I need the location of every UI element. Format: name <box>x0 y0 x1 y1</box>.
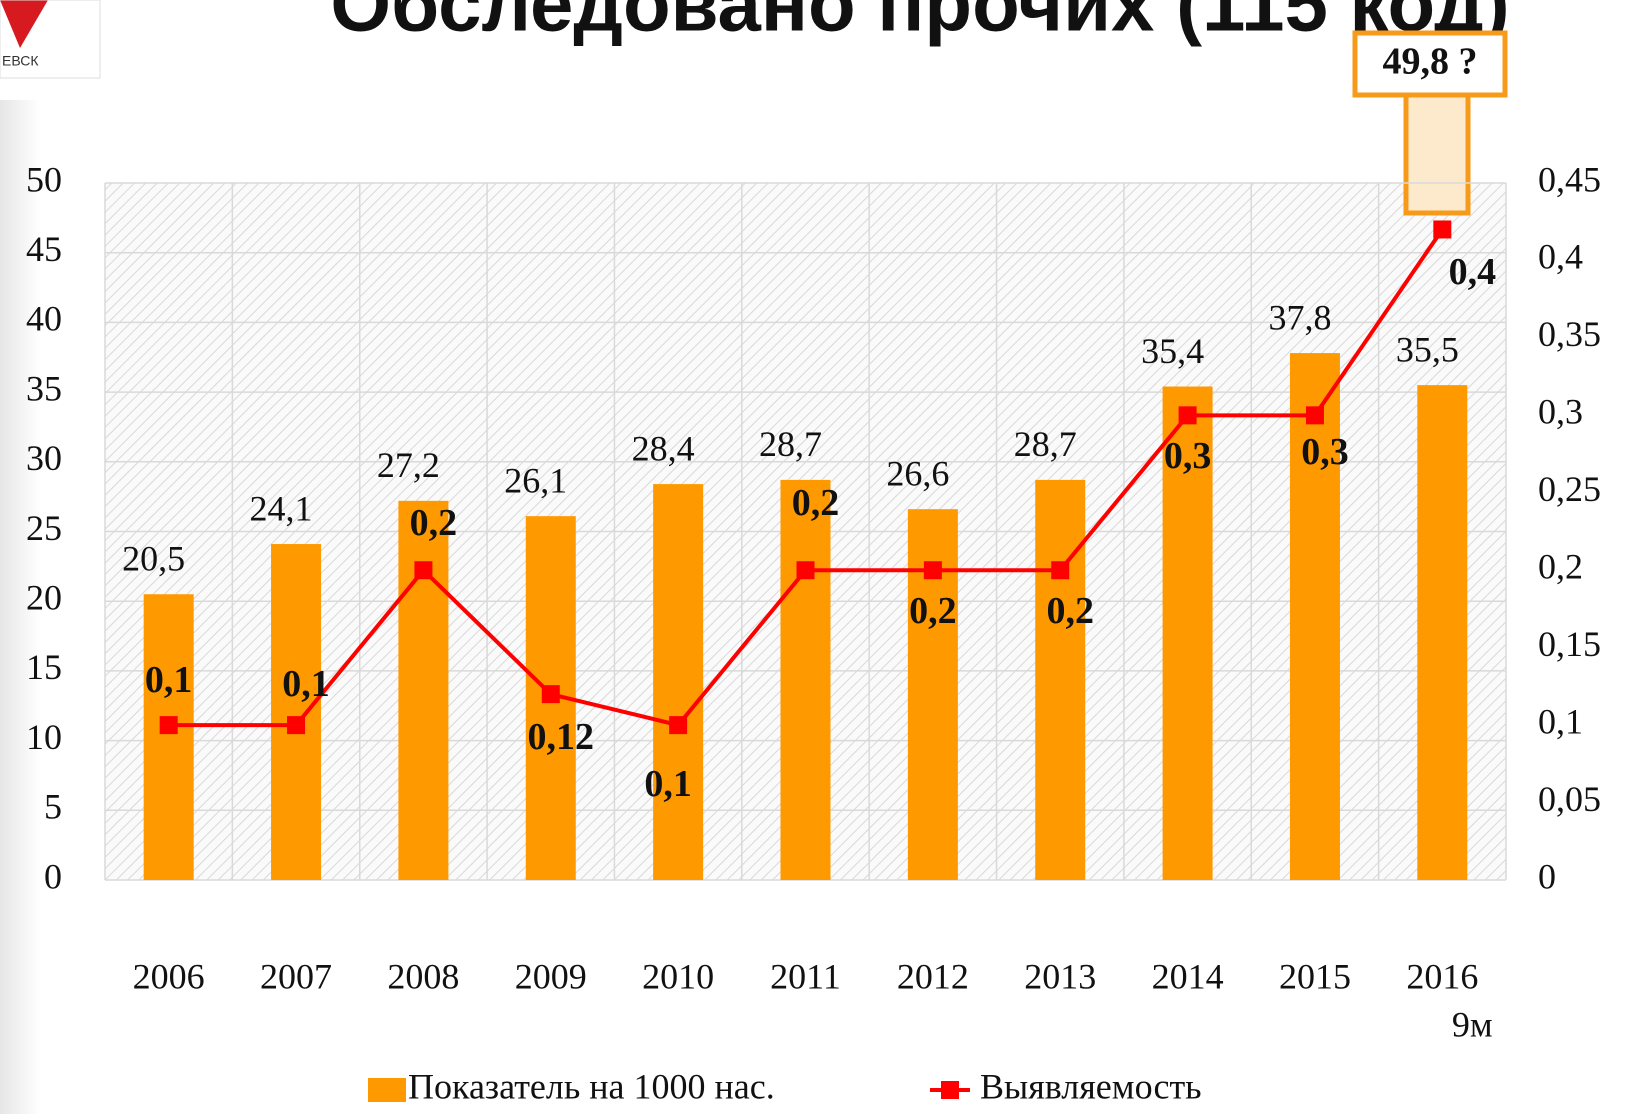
line-marker <box>1305 406 1324 425</box>
y-tick-label: 10 <box>26 717 62 757</box>
y-tick-label: 5 <box>44 787 62 827</box>
legend-label: Показатель на 1000 нас. <box>408 1066 775 1106</box>
x-tick-label: 2012 <box>897 956 969 996</box>
y2-tick-label: 0,4 <box>1538 237 1583 277</box>
bar-value-label: 26,1 <box>504 460 567 500</box>
annotation: 49,8 ? <box>1383 41 1478 83</box>
bar <box>780 479 831 880</box>
x-tick-label: 9м <box>1452 1004 1493 1044</box>
bar-value-label: 35,5 <box>1396 329 1459 369</box>
annotation-box <box>1403 92 1471 216</box>
bar <box>271 544 322 880</box>
line-marker <box>159 716 178 735</box>
bar <box>398 500 449 880</box>
y-tick-label: 35 <box>26 368 62 408</box>
y-tick-label: 40 <box>26 299 62 339</box>
y-tick-label: 50 <box>26 159 62 199</box>
y-tick-label: 0 <box>44 856 62 896</box>
y-tick-label: 15 <box>26 647 62 687</box>
bar-value-label: 26,6 <box>886 453 949 493</box>
logo-text: ЕВСК <box>2 53 39 69</box>
line-marker <box>669 716 688 735</box>
line-value-label: 0,2 <box>909 590 957 632</box>
x-tick-label: 2008 <box>387 956 459 996</box>
bar-value-label: 28,7 <box>759 424 822 464</box>
y2-tick-label: 0,1 <box>1538 701 1583 741</box>
bar-value-label: 20,5 <box>122 538 185 578</box>
bar-value-label: 27,2 <box>377 445 440 485</box>
bar-value-label: 24,1 <box>250 488 313 528</box>
line-value-label: 0,2 <box>1046 590 1094 632</box>
y2-tick-label: 0,05 <box>1538 779 1601 819</box>
line-value-label: 0,1 <box>644 763 692 805</box>
legend-swatch-marker <box>941 1081 959 1099</box>
x-tick-label: 2011 <box>770 956 841 996</box>
legend-label: Выявляемость <box>980 1066 1202 1106</box>
title: Обследовано прочих (115 код) <box>330 0 1509 48</box>
side-shade <box>0 100 40 1114</box>
bar-value-label: 28,7 <box>1014 424 1077 464</box>
bar-value-label: 35,4 <box>1141 331 1204 371</box>
line-marker <box>541 685 560 704</box>
line-value-label: 0,1 <box>282 663 330 705</box>
x-tick-label: 2009 <box>515 956 587 996</box>
x-tick-label: 2016 <box>1406 956 1478 996</box>
bar <box>143 594 194 880</box>
line-value-label: 0,3 <box>1301 431 1349 473</box>
line-value-label: 0,4 <box>1449 251 1497 293</box>
line-marker <box>1433 220 1452 239</box>
y2-tick-label: 0 <box>1538 856 1556 896</box>
x-tick-label: 2013 <box>1024 956 1096 996</box>
bar-value-label: 28,4 <box>632 428 695 468</box>
line-marker <box>1178 406 1197 425</box>
line-marker <box>414 561 433 580</box>
x-tick-label: 2014 <box>1152 956 1224 996</box>
y-tick-label: 45 <box>26 229 62 269</box>
y2-tick-label: 0,15 <box>1538 624 1601 664</box>
line-value-label: 0,12 <box>528 716 595 758</box>
y2-tick-label: 0,2 <box>1538 546 1583 586</box>
line-value-label: 0,3 <box>1164 435 1212 477</box>
line-marker <box>796 561 815 580</box>
line-marker <box>287 716 306 735</box>
y2-tick-label: 0,35 <box>1538 314 1601 354</box>
line-value-label: 0,1 <box>145 659 193 701</box>
y-tick-label: 30 <box>26 438 62 478</box>
y2-tick-label: 0,45 <box>1538 159 1601 199</box>
legend-swatch <box>368 1078 406 1102</box>
y2-tick-label: 0,25 <box>1538 469 1601 509</box>
bar <box>1289 353 1340 880</box>
bar <box>1417 385 1468 880</box>
line-value-label: 0,2 <box>792 482 840 524</box>
line-value-label: 0,2 <box>410 502 458 544</box>
x-tick-label: 2007 <box>260 956 332 996</box>
x-tick-label: 2010 <box>642 956 714 996</box>
x-tick-label: 2006 <box>133 956 205 996</box>
bar <box>1035 479 1086 880</box>
bar-value-label: 37,8 <box>1268 297 1331 337</box>
line-marker <box>1051 561 1070 580</box>
y-tick-label: 25 <box>26 508 62 548</box>
annotation-label-box <box>1352 30 1508 98</box>
bar <box>653 484 704 880</box>
logo: ЕВСК <box>0 0 101 79</box>
y2-tick-label: 0,3 <box>1538 392 1583 432</box>
x-tick-label: 2015 <box>1279 956 1351 996</box>
bar <box>1162 386 1213 880</box>
line-marker <box>923 561 942 580</box>
y-tick-label: 20 <box>26 577 62 617</box>
